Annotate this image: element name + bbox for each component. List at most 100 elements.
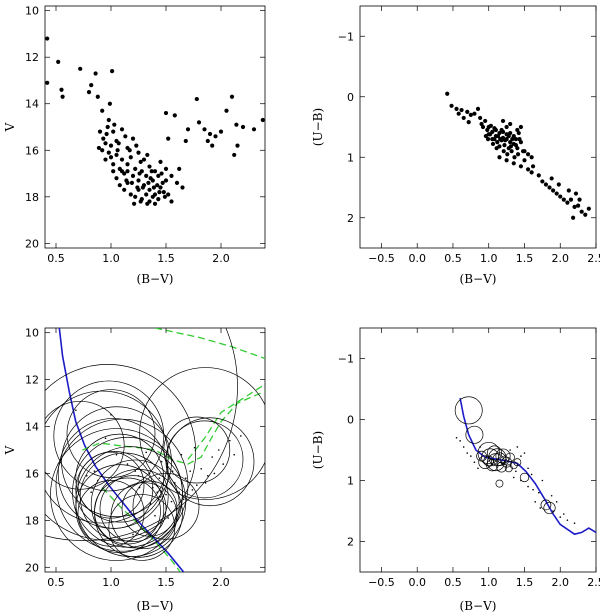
small-dot bbox=[146, 531, 149, 533]
data-point bbox=[465, 109, 470, 114]
small-dot bbox=[532, 488, 534, 491]
data-point bbox=[566, 188, 571, 193]
x-tick-label: 0.0 bbox=[408, 252, 426, 265]
y-tick-label: 12 bbox=[25, 51, 39, 64]
open-circle-marker bbox=[66, 389, 156, 478]
data-point bbox=[472, 111, 477, 116]
small-dot bbox=[167, 517, 169, 519]
small-dot bbox=[534, 501, 537, 503]
open-circle-marker bbox=[45, 364, 197, 541]
open-circle-marker bbox=[53, 380, 165, 492]
open-circle-marker bbox=[50, 428, 183, 561]
data-point bbox=[140, 185, 145, 190]
small-dot bbox=[509, 449, 511, 451]
small-dot bbox=[158, 477, 161, 479]
small-dot bbox=[104, 437, 107, 440]
y-tick-label: 18 bbox=[25, 191, 39, 204]
data-point bbox=[232, 152, 237, 158]
small-dot bbox=[455, 437, 458, 439]
open-circle-marker bbox=[77, 479, 145, 547]
open-circle-marker bbox=[486, 459, 499, 472]
data-point bbox=[96, 145, 101, 151]
data-point bbox=[119, 169, 125, 174]
data-point bbox=[572, 204, 577, 209]
open-circle-marker bbox=[99, 475, 167, 543]
open-circle-marker bbox=[465, 425, 484, 444]
data-point bbox=[576, 203, 581, 208]
panel-top-right-ub-vs-bv: −0.5 0.0 0.5 1.0 1.5 2.0 2.5 −1 0 1 2 (B−V) (U−B) bbox=[311, 5, 600, 286]
data-point bbox=[540, 179, 545, 184]
data-point bbox=[529, 155, 534, 160]
data-point bbox=[513, 143, 519, 148]
data-point bbox=[568, 197, 574, 202]
plot-frame bbox=[359, 327, 597, 573]
small-dot bbox=[477, 467, 479, 470]
data-point bbox=[134, 143, 139, 148]
data-point bbox=[445, 91, 450, 96]
x-tick-label: 2.0 bbox=[212, 576, 230, 589]
x-tick-label: 1.0 bbox=[480, 576, 498, 589]
data-point bbox=[235, 143, 240, 148]
data-point bbox=[146, 180, 151, 185]
data-point bbox=[503, 138, 508, 143]
small-dot bbox=[516, 446, 519, 448]
data-point bbox=[125, 169, 130, 174]
data-point bbox=[116, 141, 121, 146]
small-dot bbox=[178, 491, 180, 494]
data-point bbox=[522, 158, 527, 163]
data-point bbox=[115, 148, 120, 153]
small-dot bbox=[170, 500, 173, 503]
small-dot bbox=[218, 449, 220, 451]
x-tick-label: 0.5 bbox=[444, 252, 462, 265]
x-tick-label: 2.0 bbox=[212, 252, 230, 265]
data-point bbox=[454, 106, 459, 111]
small-dot bbox=[207, 475, 209, 477]
data-point bbox=[130, 173, 136, 178]
data-point bbox=[114, 176, 119, 181]
data-point bbox=[205, 138, 210, 144]
data-point bbox=[160, 180, 165, 185]
data-point bbox=[492, 126, 497, 131]
data-point bbox=[498, 137, 503, 142]
data-point bbox=[501, 149, 506, 154]
small-dot bbox=[75, 409, 77, 411]
data-point bbox=[517, 137, 522, 142]
data-point bbox=[137, 171, 142, 176]
y-tick-label: 16 bbox=[25, 467, 39, 480]
open-circle-marker bbox=[165, 420, 244, 499]
small-dot bbox=[165, 493, 167, 496]
data-point bbox=[224, 108, 229, 113]
small-dot bbox=[176, 507, 178, 510]
y-tick-label: 20 bbox=[25, 561, 39, 574]
data-point bbox=[97, 129, 103, 134]
y-tick-label: 14 bbox=[25, 98, 39, 111]
open-circle-marker bbox=[483, 455, 495, 467]
data-point bbox=[95, 94, 100, 99]
small-dot bbox=[566, 519, 569, 521]
data-point bbox=[133, 194, 138, 199]
open-circle-marker bbox=[132, 472, 200, 540]
small-dot bbox=[159, 496, 162, 498]
data-point bbox=[466, 120, 471, 125]
small-dot bbox=[182, 498, 185, 501]
data-point bbox=[260, 117, 265, 123]
data-point bbox=[101, 136, 106, 141]
data-point bbox=[579, 209, 584, 214]
panel-bottom-right-ub-vs-bv-model: −0.5 0.0 0.5 1.0 1.5 2.0 2.5 −1 0 1 2 (B−V) (U−B) bbox=[311, 327, 600, 613]
small-dot bbox=[539, 507, 542, 509]
data-point bbox=[586, 206, 591, 211]
data-point bbox=[571, 215, 576, 220]
data-point bbox=[166, 136, 171, 141]
small-dot bbox=[149, 503, 152, 505]
open-circle-marker bbox=[75, 451, 154, 529]
data-point bbox=[494, 146, 499, 151]
y-tick-label: 16 bbox=[25, 144, 39, 157]
data-point bbox=[550, 188, 556, 193]
y-tick-label: 0 bbox=[347, 91, 354, 104]
data-point bbox=[111, 162, 116, 167]
small-dot bbox=[563, 513, 565, 515]
data-point bbox=[513, 137, 519, 142]
data-point bbox=[240, 124, 246, 130]
data-point bbox=[163, 110, 169, 116]
data-point bbox=[180, 185, 185, 190]
